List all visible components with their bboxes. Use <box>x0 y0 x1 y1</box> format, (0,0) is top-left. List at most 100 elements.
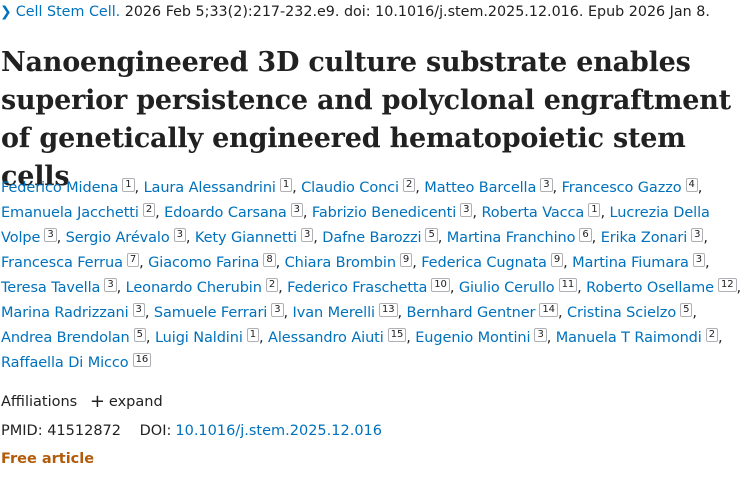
affiliation-number-badge[interactable]: 3 <box>132 303 145 317</box>
author-item: Roberta Vacca 1 <box>481 203 601 221</box>
author-name-link[interactable]: Cristina Scielzo <box>566 305 677 321</box>
author-name-link[interactable]: Sergio Arévalo <box>65 230 170 246</box>
affiliation-number-badge[interactable]: 3 <box>173 228 186 242</box>
affiliation-number-badge[interactable]: 1 <box>122 178 135 192</box>
author-name-link[interactable]: Federica Cugnata <box>421 255 547 271</box>
chevron-right-icon[interactable]: ❯ <box>0 4 12 20</box>
author-name-link[interactable]: Laura Alessandrini <box>143 180 276 196</box>
pmid-value: 41512872 <box>47 423 122 439</box>
article-title: Nanoengineered 3D culture substrate enab… <box>1 47 731 192</box>
affiliation-number-badge[interactable]: 3 <box>271 303 284 317</box>
affiliation-number-badge[interactable]: 12 <box>717 278 737 292</box>
affiliation-number-badge[interactable]: 1 <box>588 203 601 217</box>
affiliation-number-badge[interactable]: 3 <box>460 203 473 217</box>
identifiers-row: PMID: 41512872 DOI: 10.1016/j.stem.2025.1… <box>1 420 382 442</box>
author-item: Sergio Arévalo 3 <box>65 228 186 246</box>
affiliation-number-badge[interactable]: 16 <box>132 353 152 367</box>
author-item: Alessandro Aiuti 15 <box>268 328 407 346</box>
author-name-link[interactable]: Chiara Brombin <box>284 255 396 271</box>
author-name-link[interactable]: Dafne Barozzi <box>322 230 422 246</box>
author-name-link[interactable]: Roberto Osellame <box>586 280 714 296</box>
author-name-link[interactable]: Bernhard Gentner <box>406 305 536 321</box>
author-name-link[interactable]: Leonardo Cherubin <box>125 280 262 296</box>
author-item: Martina Franchino 6 <box>446 228 592 246</box>
author-name-link[interactable]: Raffaella Di Micco <box>1 355 129 371</box>
affiliation-number-badge[interactable]: 3 <box>300 228 314 242</box>
affiliation-number-badge[interactable]: 13 <box>378 303 398 317</box>
affiliation-number-badge[interactable]: 2 <box>705 328 718 342</box>
author-item: Dafne Barozzi 5 <box>322 228 438 246</box>
affiliation-number-badge[interactable]: 5 <box>680 303 693 317</box>
author-name-link[interactable]: Emanuela Jacchetti <box>1 205 139 221</box>
affiliation-number-badge[interactable]: 5 <box>133 328 146 342</box>
affiliation-number-badge[interactable]: 3 <box>44 228 57 242</box>
author-item: Giulio Cerullo 11 <box>458 278 578 296</box>
affiliation-number-badge[interactable]: 10 <box>431 278 450 292</box>
author-item: Federica Cugnata 9 <box>421 253 564 271</box>
affiliation-number-badge[interactable]: 3 <box>691 228 704 242</box>
pmid-label: PMID: <box>1 423 43 439</box>
author-item: Eugenio Montini 3 <box>415 328 547 346</box>
free-article-label: Free article <box>1 451 95 467</box>
author-name-link[interactable]: Erika Zonari <box>600 230 688 246</box>
author-name-link[interactable]: Ivan Merelli <box>292 305 376 321</box>
affiliation-number-badge[interactable]: 1 <box>246 328 260 342</box>
author-name-link[interactable]: Martina Fiumara <box>572 255 689 271</box>
doi-label: DOI: <box>139 423 172 439</box>
affiliation-number-badge[interactable]: 2 <box>142 203 156 217</box>
author-name-link[interactable]: Manuela T Raimondi <box>555 330 702 346</box>
author-item: Marina Radrizzani 3 <box>1 303 145 321</box>
author-item: Francesco Gazzo 4 <box>561 178 698 196</box>
author-name-link[interactable]: Eugenio Montini <box>415 330 531 346</box>
plus-icon: + <box>89 391 105 412</box>
author-name-link[interactable]: Francesca Ferrua <box>1 255 123 271</box>
author-name-link[interactable]: Alessandro Aiuti <box>268 330 384 346</box>
affiliation-number-badge[interactable]: 11 <box>558 278 578 292</box>
author-name-link[interactable]: Giulio Cerullo <box>458 280 555 296</box>
author-name-link[interactable]: Claudio Conci <box>301 180 399 196</box>
author-name-link[interactable]: Roberta Vacca <box>481 205 585 221</box>
author-item: Chiara Brombin 9 <box>284 253 413 271</box>
authors-list: Federico Midena 1, Laura Alessandrini 1, C… <box>1 178 742 371</box>
affiliation-number-badge[interactable]: 4 <box>685 178 698 192</box>
affiliation-number-badge[interactable]: 2 <box>403 178 416 192</box>
affiliation-number-badge[interactable]: 5 <box>425 228 438 242</box>
affiliation-number-badge[interactable]: 7 <box>126 253 140 267</box>
doi-link[interactable]: 10.1016/j.stem.2025.12.016 <box>175 423 382 439</box>
affiliation-number-badge[interactable]: 2 <box>265 278 279 292</box>
author-item: Emanuela Jacchetti 2 <box>1 203 156 221</box>
expand-affiliations-button[interactable]: + expand <box>89 391 163 412</box>
author-name-link[interactable]: Teresa Tavella <box>1 280 101 296</box>
author-name-link[interactable]: Lucrezia Della Volpe <box>1 205 710 246</box>
journal-link[interactable]: Cell Stem Cell. <box>15 4 121 20</box>
affiliation-number-badge[interactable]: 9 <box>550 253 564 267</box>
author-name-link[interactable]: Federico Midena <box>1 180 119 196</box>
affiliation-number-badge[interactable]: 9 <box>399 253 413 267</box>
affiliation-number-badge[interactable]: 3 <box>540 178 553 192</box>
author-name-link[interactable]: Samuele Ferrari <box>153 305 268 321</box>
affiliation-number-badge[interactable]: 8 <box>263 253 276 267</box>
author-name-link[interactable]: Matteo Barcella <box>424 180 537 196</box>
author-name-link[interactable]: Martina Franchino <box>446 230 576 246</box>
affiliation-number-badge[interactable]: 6 <box>579 228 592 242</box>
author-item: Leonardo Cherubin 2 <box>125 278 279 296</box>
affiliation-number-badge[interactable]: 15 <box>387 328 407 342</box>
author-name-link[interactable]: Andrea Brendolan <box>1 330 130 346</box>
affiliation-number-badge[interactable]: 1 <box>279 178 293 192</box>
affiliation-number-badge[interactable]: 3 <box>104 278 117 292</box>
author-name-link[interactable]: Edoardo Carsana <box>164 205 287 221</box>
author-name-link[interactable]: Francesco Gazzo <box>561 180 682 196</box>
author-name-link[interactable]: Federico Fraschetta <box>287 280 428 296</box>
author-name-link[interactable]: Luigi Naldini <box>154 330 243 346</box>
affiliation-number-badge[interactable]: 3 <box>534 328 547 342</box>
author-item: Federico Fraschetta 10 <box>287 278 450 296</box>
affiliation-number-badge[interactable]: 3 <box>692 253 706 267</box>
author-name-link[interactable]: Marina Radrizzani <box>1 305 129 321</box>
author-name-link[interactable]: Kety Giannetti <box>194 230 297 246</box>
author-name-link[interactable]: Fabrizio Benedicenti <box>311 205 457 221</box>
author-item: Manuela T Raimondi 2 <box>555 328 718 346</box>
affiliation-number-badge[interactable]: 3 <box>290 203 303 217</box>
affiliations-row: Affiliations + expand <box>1 391 163 413</box>
author-name-link[interactable]: Giacomo Farina <box>148 255 260 271</box>
affiliation-number-badge[interactable]: 14 <box>539 303 558 317</box>
